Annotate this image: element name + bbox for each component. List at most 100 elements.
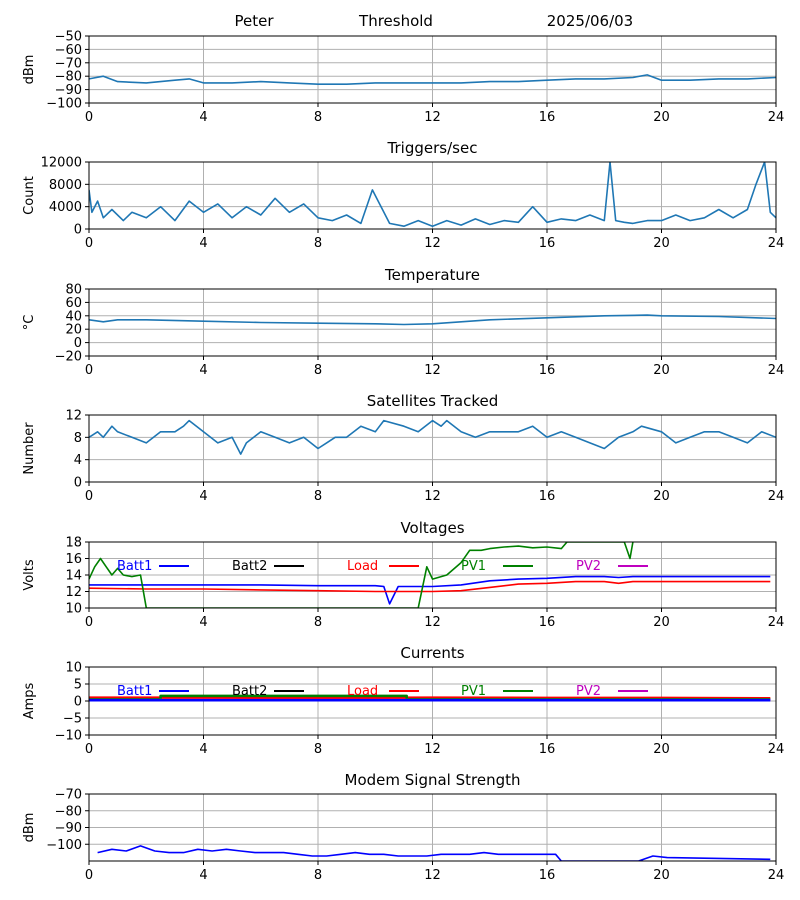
legend-label: Batt2 <box>232 684 267 699</box>
x-tick-label: 20 <box>653 489 670 504</box>
x-tick-label: 16 <box>539 110 556 125</box>
y-tick-label: 16 <box>65 552 82 567</box>
y-tick-label: 10 <box>65 661 82 676</box>
series-line <box>89 74 776 85</box>
x-tick-label: 24 <box>768 489 785 504</box>
x-tick-label: 8 <box>314 489 322 504</box>
chart-panel-1: 0 4 8 12 16 20 24 −100−90−80−70−60−50 dBm <box>22 30 784 126</box>
x-tick-label: 16 <box>539 489 556 504</box>
x-tick-label: 4 <box>199 236 207 251</box>
legend-label: PV2 <box>576 559 601 574</box>
x-tick-label: 24 <box>768 363 785 378</box>
series-group <box>89 419 776 455</box>
y-tick-label: −20 <box>55 350 82 365</box>
y-tick-label: 60 <box>65 296 82 311</box>
x-tick-label: 20 <box>653 615 670 630</box>
x-tick-label: 4 <box>199 615 207 630</box>
y-tick-label: −90 <box>55 821 82 836</box>
x-tick-label: 0 <box>85 868 93 883</box>
series-group <box>89 162 776 227</box>
plot-frame <box>88 161 777 230</box>
x-tick-label: 8 <box>314 363 322 378</box>
x-tick-label: 4 <box>199 868 207 883</box>
x-tick-label: 24 <box>768 868 785 883</box>
y-tick-label: 0 <box>74 695 82 710</box>
chart-title: Currents <box>400 644 464 662</box>
x-tick-label: 16 <box>539 615 556 630</box>
y-tick-label: −60 <box>55 43 82 58</box>
x-tick-label: 24 <box>768 236 785 251</box>
legend-label: Batt2 <box>232 559 267 574</box>
x-tick-label: 0 <box>85 489 93 504</box>
figure-header: Peter Threshold 2025/06/03 <box>234 12 633 30</box>
y-tick-label: −10 <box>55 729 82 744</box>
x-tick-label: 12 <box>424 868 441 883</box>
legend-label: Batt1 <box>117 559 152 574</box>
y-tick-label: −80 <box>55 804 82 819</box>
y-tick-label: 4000 <box>49 200 82 215</box>
x-tick-label: 16 <box>539 363 556 378</box>
x-tick-label: 0 <box>85 363 93 378</box>
x-tick-label: 12 <box>424 615 441 630</box>
y-axis-label: Amps <box>22 682 37 719</box>
y-tick-label: −100 <box>46 97 82 112</box>
legend-label: Load <box>347 684 378 699</box>
y-tick-label: 20 <box>65 323 82 338</box>
series-line-pv1 <box>89 542 634 608</box>
y-tick-label: 18 <box>65 536 82 551</box>
x-tick-label: 8 <box>314 236 322 251</box>
x-tick-label: 0 <box>85 615 93 630</box>
y-tick-label: 0 <box>74 476 82 491</box>
y-tick-label: −70 <box>55 788 82 803</box>
x-tick-label: 24 <box>768 615 785 630</box>
y-axis-label: Number <box>22 422 37 475</box>
series-group <box>97 845 771 861</box>
x-tick-label: 0 <box>85 742 93 757</box>
legend-label: PV1 <box>461 684 486 699</box>
series-line-batt1 <box>89 575 771 605</box>
y-tick-label: 12000 <box>41 156 82 171</box>
header-station: Peter <box>234 12 274 30</box>
x-tick-label: 8 <box>314 868 322 883</box>
y-tick-label: −80 <box>55 70 82 85</box>
x-tick-label: 20 <box>653 236 670 251</box>
plot-frame <box>88 35 777 104</box>
legend-label: Load <box>347 559 378 574</box>
series-group <box>89 314 776 326</box>
x-tick-label: 0 <box>85 236 93 251</box>
chart-title: Satellites Tracked <box>367 392 498 410</box>
y-axis-label: Volts <box>22 559 37 591</box>
x-tick-label: 24 <box>768 110 785 125</box>
y-tick-label: −70 <box>55 56 82 71</box>
y-tick-label: 40 <box>65 309 82 324</box>
header-date: 2025/06/03 <box>547 12 633 30</box>
y-tick-label: 8 <box>74 431 82 446</box>
y-tick-label: 10 <box>65 602 82 617</box>
x-tick-label: 12 <box>424 742 441 757</box>
plot-frame <box>88 666 777 736</box>
y-axis-label: Count <box>22 176 37 215</box>
y-axis-label: °C <box>22 315 37 331</box>
x-tick-label: 20 <box>653 868 670 883</box>
x-tick-label: 8 <box>314 615 322 630</box>
header-mode: Threshold <box>358 12 433 30</box>
x-tick-label: 0 <box>85 110 93 125</box>
series-line <box>89 162 776 227</box>
chart-panel-2: 0 4 8 12 16 20 24 0 4000 8000 12000 Triggers/sec Cou… <box>22 139 784 251</box>
y-tick-label: 0 <box>74 223 82 238</box>
legend-label: Batt1 <box>117 684 152 699</box>
chart-title: Triggers/sec <box>387 139 478 157</box>
series-line-load <box>89 696 771 700</box>
y-tick-label: −90 <box>55 83 82 98</box>
x-tick-label: 16 <box>539 236 556 251</box>
y-tick-label: 4 <box>74 453 82 468</box>
x-tick-label: 20 <box>653 110 670 125</box>
x-tick-label: 16 <box>539 868 556 883</box>
chart-panel-4: 0 4 8 12 16 20 24 0 4 8 12 Satellites Tracked Number <box>22 392 784 504</box>
chart-title: Temperature <box>384 266 480 284</box>
chart-panel-7: 0 4 8 12 16 20 24 −100 −90 −80−70 Modem Signal Str… <box>22 771 784 883</box>
y-axis-label: dBm <box>22 813 37 843</box>
